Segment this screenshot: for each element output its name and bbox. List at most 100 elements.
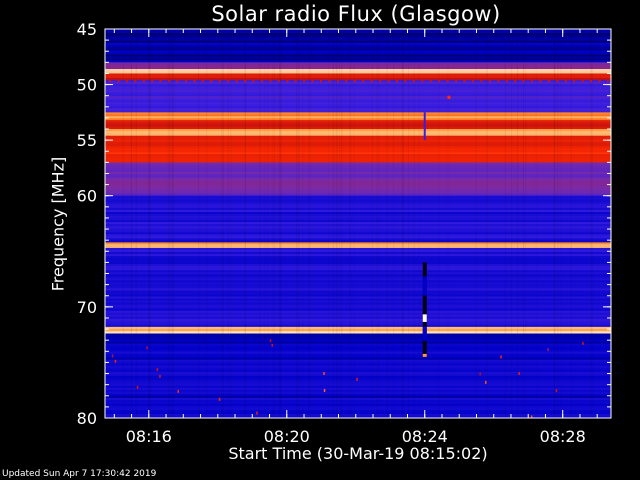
comb-dot bbox=[151, 80, 154, 83]
texture-column bbox=[371, 29, 373, 418]
frequency-band-14-row bbox=[105, 339, 611, 342]
texture-column bbox=[337, 29, 338, 418]
comb-dot bbox=[607, 80, 609, 83]
comb-dot bbox=[480, 80, 483, 83]
frequency-band-14-row bbox=[105, 397, 611, 401]
x-tick-label: 08:20 bbox=[264, 427, 310, 446]
frequency-band-10-row bbox=[105, 234, 611, 237]
frequency-band-12-row bbox=[105, 249, 611, 253]
texture-column bbox=[105, 29, 107, 418]
texture-column bbox=[264, 29, 266, 418]
frequency-band-0-row bbox=[105, 38, 611, 42]
frequency-band-0-row bbox=[105, 30, 611, 34]
frequency-band-8-row bbox=[105, 158, 611, 161]
frequency-band-13-row bbox=[105, 329, 611, 332]
frequency-band-12-row bbox=[105, 296, 611, 299]
chart-title: Solar radio Flux (Glasgow) bbox=[211, 2, 501, 26]
noise-mark bbox=[479, 372, 481, 376]
comb-dot bbox=[125, 80, 128, 83]
texture-column bbox=[206, 29, 208, 418]
texture-column bbox=[438, 29, 440, 418]
frequency-band-4-row bbox=[105, 108, 611, 111]
frequency-band-9-row bbox=[105, 166, 611, 169]
frequency-band-1-row bbox=[105, 64, 611, 68]
frequency-band-10-row bbox=[105, 224, 611, 227]
frequency-band-10-row bbox=[105, 216, 611, 219]
frequency-band-4-row bbox=[105, 98, 611, 101]
y-tick-label: 55 bbox=[77, 131, 97, 150]
texture-column bbox=[570, 29, 572, 418]
comb-dot bbox=[522, 80, 525, 83]
frequency-band-12-row bbox=[105, 324, 611, 328]
frequency-band-12-row bbox=[105, 274, 611, 277]
comb-dot bbox=[421, 80, 424, 83]
noise-mark bbox=[323, 389, 326, 392]
frequency-band-10-row bbox=[105, 220, 611, 223]
frequency-band-4-row bbox=[105, 80, 611, 83]
texture-column bbox=[475, 29, 477, 418]
frequency-band-9-row bbox=[105, 172, 611, 175]
frequency-band-14-row bbox=[105, 363, 611, 367]
frequency-band-8-row bbox=[105, 148, 611, 151]
frequency-band-10-row bbox=[105, 203, 611, 207]
frequency-band-9-row bbox=[105, 168, 611, 171]
frequency-band-6-row bbox=[105, 122, 611, 125]
comb-dot bbox=[260, 80, 263, 83]
texture-column bbox=[591, 29, 593, 418]
x-tick-label: 08:28 bbox=[540, 427, 586, 446]
frequency-band-12-row bbox=[105, 260, 611, 263]
y-tick-label: 45 bbox=[77, 20, 97, 39]
burst-segment bbox=[422, 326, 427, 341]
texture-column bbox=[244, 29, 246, 418]
frequency-band-10-row bbox=[105, 238, 611, 241]
frequency-band-6-row bbox=[105, 120, 611, 123]
frequency-band-4-row bbox=[105, 110, 611, 113]
frequency-band-0-row bbox=[105, 46, 611, 49]
frequency-band-12-row bbox=[105, 282, 611, 285]
texture-column bbox=[557, 29, 559, 418]
frequency-band-12-row bbox=[105, 312, 611, 316]
frequency-band-12-row bbox=[105, 292, 611, 295]
x-tick-label: 08:16 bbox=[126, 427, 172, 446]
frequency-band-8-row bbox=[105, 156, 611, 159]
frequency-band-14-row bbox=[105, 383, 611, 387]
frequency-band-12-row bbox=[105, 308, 611, 311]
frequency-band-14-row bbox=[105, 337, 611, 340]
frequency-band-8-row bbox=[105, 143, 611, 147]
burst-segment bbox=[422, 276, 427, 296]
frequency-band-12-row bbox=[105, 266, 611, 269]
texture-column bbox=[148, 29, 149, 418]
frequency-band-14-row bbox=[105, 373, 611, 377]
texture-column bbox=[332, 29, 334, 418]
comb-dot bbox=[345, 80, 348, 83]
frequency-band-6-row bbox=[105, 124, 611, 128]
frequency-band-8-row bbox=[105, 152, 611, 155]
comb-dot bbox=[294, 80, 297, 83]
comb-dot bbox=[109, 80, 111, 83]
frequency-band-14-row bbox=[105, 349, 611, 352]
frequency-band-14-row bbox=[105, 357, 611, 360]
frequency-band-14-row bbox=[105, 355, 611, 358]
texture-column bbox=[402, 29, 404, 418]
comb-dot bbox=[505, 80, 508, 83]
frequency-band-0-row bbox=[105, 44, 611, 47]
comb-dot bbox=[328, 80, 331, 83]
comb-dot bbox=[117, 80, 120, 83]
texture-column bbox=[130, 29, 132, 418]
frequency-band-10-row bbox=[105, 209, 611, 213]
frequency-band-4-row bbox=[105, 92, 611, 95]
texture-column bbox=[560, 29, 562, 418]
comb-dot bbox=[235, 80, 238, 83]
texture-column bbox=[298, 29, 300, 418]
frequency-band-7-row bbox=[105, 131, 611, 134]
frequency-band-9-row bbox=[105, 178, 611, 181]
frequency-band-10-row bbox=[105, 213, 611, 217]
frequency-band-7-row bbox=[105, 133, 611, 136]
heatmap-overlays bbox=[109, 80, 609, 419]
texture-column bbox=[244, 29, 246, 418]
frequency-band-10-row bbox=[105, 230, 611, 233]
texture-column bbox=[267, 29, 269, 418]
frequency-band-0-row bbox=[105, 54, 611, 57]
comb-dot bbox=[176, 80, 179, 83]
frequency-band-4-row bbox=[105, 90, 611, 93]
